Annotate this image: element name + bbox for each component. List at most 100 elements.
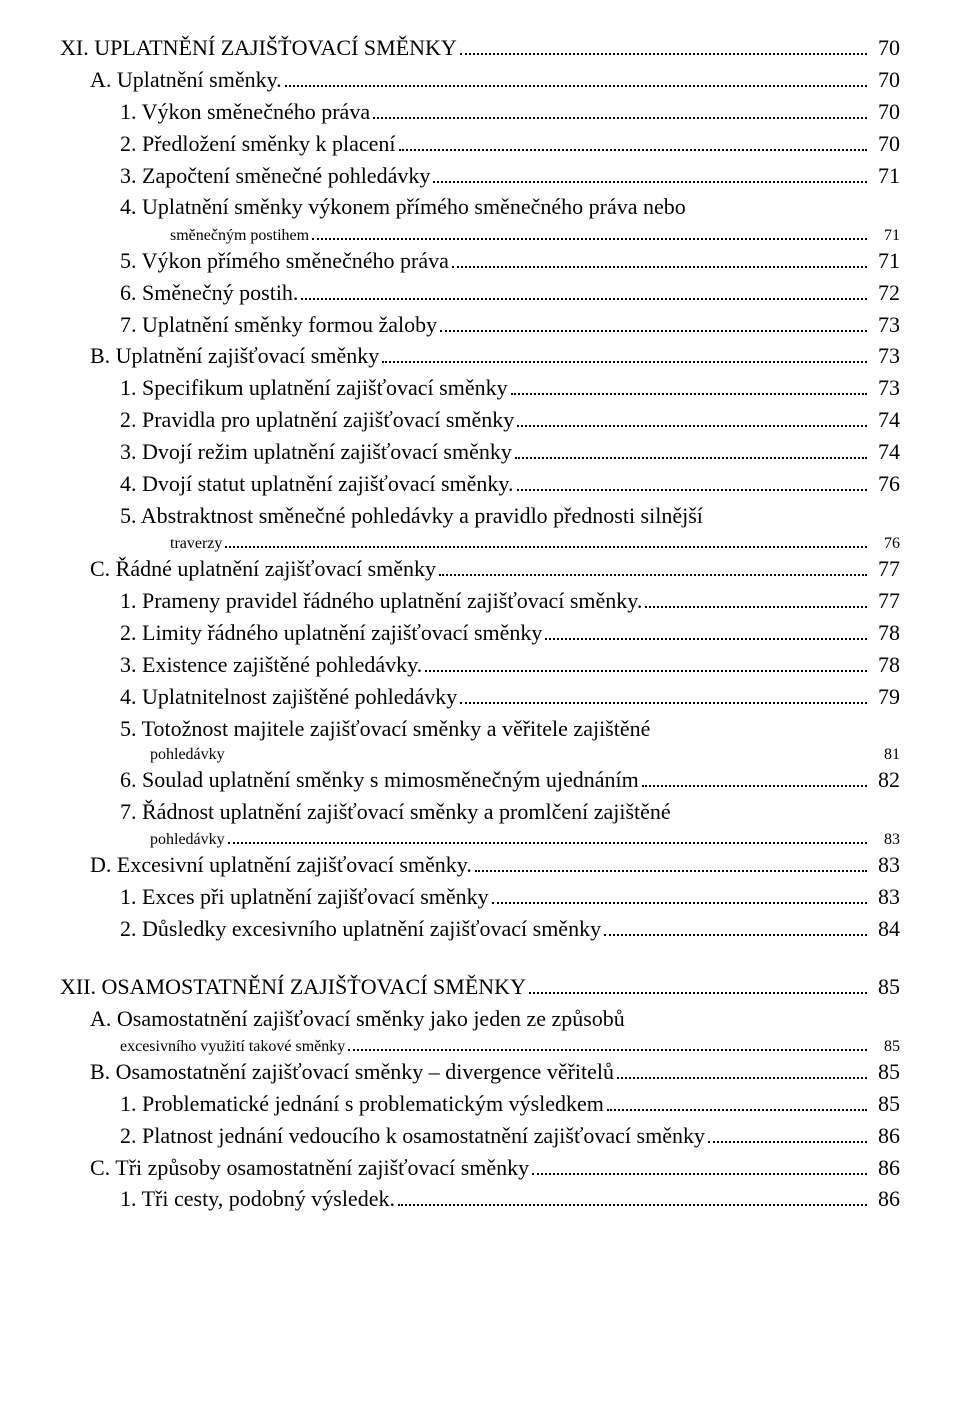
toc-entry-label: 4. Dvojí statut uplatnění zajišťovací sm… bbox=[120, 468, 514, 500]
toc-leader bbox=[225, 532, 867, 548]
toc-entry-page: 74 bbox=[870, 436, 900, 468]
toc-entry-page: 76 bbox=[870, 535, 900, 553]
toc-entry: 6. Soulad uplatnění směnky s mimosměnečn… bbox=[60, 764, 900, 796]
toc-entry: pohledávky83 bbox=[60, 828, 900, 849]
toc-entry: B. Uplatnění zajišťovací směnky73 bbox=[60, 340, 900, 372]
toc-leader bbox=[382, 342, 867, 364]
toc-entry-label: 2. Důsledky excesivního uplatnění zajišť… bbox=[120, 913, 601, 945]
toc-entry-label: 6. Soulad uplatnění směnky s mimosměnečn… bbox=[120, 764, 639, 796]
toc-leader bbox=[373, 97, 867, 119]
toc-leader bbox=[642, 765, 867, 787]
toc-entry-page: 83 bbox=[870, 831, 900, 849]
section-gap bbox=[60, 945, 900, 971]
toc-entry: 1. Tři cesty, podobný výsledek.86 bbox=[60, 1183, 900, 1215]
toc-leader bbox=[607, 1089, 867, 1111]
toc-leader bbox=[645, 586, 867, 608]
toc-leader bbox=[517, 405, 867, 427]
toc-entry: 1. Prameny pravidel řádného uplatnění za… bbox=[60, 585, 900, 617]
toc-leader bbox=[433, 161, 867, 183]
toc-entry-page: 86 bbox=[870, 1120, 900, 1152]
toc-entry-label: C. Řádné uplatnění zajišťovací směnky bbox=[90, 553, 436, 585]
toc-entry: 4. Uplatnitelnost zajištěné pohledávky79 bbox=[60, 681, 900, 713]
toc-entry: 1. Výkon směnečného práva70 bbox=[60, 96, 900, 128]
toc-entry-page: 71 bbox=[870, 160, 900, 192]
toc-entry-label: 1. Exces při uplatnění zajišťovací směnk… bbox=[120, 881, 489, 913]
toc-entry: 7. Uplatnění směnky formou žaloby73 bbox=[60, 309, 900, 341]
toc-entry: traverzy 76 bbox=[60, 532, 900, 553]
toc-entry-label: D. Excesivní uplatnění zajišťovací směnk… bbox=[90, 849, 472, 881]
toc-entry: C. Řádné uplatnění zajišťovací směnky77 bbox=[60, 553, 900, 585]
toc-entry-page: 73 bbox=[870, 372, 900, 404]
toc-entry-label: 5. Výkon přímého směnečného práva bbox=[120, 245, 449, 277]
toc-leader bbox=[475, 850, 867, 872]
toc-leader bbox=[399, 129, 867, 151]
toc-entry-label: traverzy bbox=[170, 535, 222, 553]
toc-leader bbox=[398, 1185, 867, 1207]
toc-entry: 5. Abstraktnost směnečné pohledávky a pr… bbox=[60, 500, 900, 532]
toc-entry: D. Excesivní uplatnění zajišťovací směnk… bbox=[60, 849, 900, 881]
toc-entry-page: 70 bbox=[870, 32, 900, 64]
toc-entry-page: 77 bbox=[870, 585, 900, 617]
toc-entry-page: 85 bbox=[870, 1056, 900, 1088]
toc-entry-label: A. Uplatnění směnky. bbox=[90, 64, 282, 96]
toc-entry: C. Tři způsoby osamostatnění zajišťovací… bbox=[60, 1152, 900, 1184]
toc-entry-page: 85 bbox=[870, 1088, 900, 1120]
toc-entry: 2. Předložení směnky k placení70 bbox=[60, 128, 900, 160]
toc-entry-label: 1. Specifikum uplatnění zajišťovací směn… bbox=[120, 372, 508, 404]
toc-leader bbox=[604, 914, 867, 936]
toc-entry-page: 73 bbox=[870, 340, 900, 372]
toc-leader bbox=[460, 682, 867, 704]
toc-entry: 5. Totožnost majitele zajišťovací směnky… bbox=[60, 713, 900, 745]
toc-entry-label: 1. Problematické jednání s problematický… bbox=[120, 1088, 604, 1120]
toc-entry-page: 71 bbox=[870, 245, 900, 277]
toc-entry: 7. Řádnost uplatnění zajišťovací směnky … bbox=[60, 796, 900, 828]
toc-entry-page: 71 bbox=[870, 227, 900, 245]
toc-entry-label: 2. Limity řádného uplatnění zajišťovací … bbox=[120, 617, 542, 649]
toc-entry-label: 7. Řádnost uplatnění zajišťovací směnky … bbox=[120, 796, 671, 828]
toc-entry: 2. Limity řádného uplatnění zajišťovací … bbox=[60, 617, 900, 649]
toc-entry-page: 86 bbox=[870, 1152, 900, 1184]
toc-entry-page: 85 bbox=[870, 971, 900, 1003]
toc-entry: 1. Specifikum uplatnění zajišťovací směn… bbox=[60, 372, 900, 404]
toc-entry-page: 73 bbox=[870, 309, 900, 341]
toc-entry-page: 70 bbox=[870, 96, 900, 128]
toc-entry-label: 2. Platnost jednání vedoucího k osamosta… bbox=[120, 1120, 705, 1152]
toc-entry: 4. Dvojí statut uplatnění zajišťovací sm… bbox=[60, 468, 900, 500]
toc-entry-label: B. Osamostatnění zajišťovací směnky – di… bbox=[90, 1056, 614, 1088]
toc-entry-label: 1. Prameny pravidel řádného uplatnění za… bbox=[120, 585, 642, 617]
toc-entry-page: 83 bbox=[870, 849, 900, 881]
toc-entry-page: 72 bbox=[870, 277, 900, 309]
toc-leader bbox=[511, 374, 867, 396]
toc-entry: 6. Směnečný postih.72 bbox=[60, 277, 900, 309]
toc-entry-page: 79 bbox=[870, 681, 900, 713]
toc-entry-label: 2. Pravidla pro uplatnění zajišťovací sm… bbox=[120, 404, 514, 436]
toc-leader bbox=[545, 618, 867, 640]
toc-leader bbox=[529, 972, 867, 994]
toc-entry: 3. Započtení směnečné pohledávky71 bbox=[60, 160, 900, 192]
toc-entry: XII. OSAMOSTATNĚNÍ ZAJIŠŤOVACÍ SMĚNKY 85 bbox=[60, 971, 900, 1003]
toc-entry-label: 3. Dvojí režim uplatnění zajišťovací smě… bbox=[120, 436, 512, 468]
toc-entry-label: pohledávky bbox=[150, 746, 225, 764]
toc-entry-page: 85 bbox=[870, 1038, 900, 1056]
toc-entry-label: 5. Totožnost majitele zajišťovací směnky… bbox=[120, 713, 650, 745]
toc-entry: excesivního využití takové směnky85 bbox=[60, 1035, 900, 1056]
toc-entry-label: XII. OSAMOSTATNĚNÍ ZAJIŠŤOVACÍ SMĚNKY bbox=[60, 971, 526, 1003]
toc-entry-label: XI. UPLATNĚNÍ ZAJIŠŤOVACÍ SMĚNKY bbox=[60, 32, 457, 64]
toc-leader bbox=[301, 278, 867, 300]
toc-leader bbox=[515, 437, 867, 459]
toc-entry-label: 4. Uplatnění směnky výkonem přímého směn… bbox=[120, 191, 686, 223]
toc-leader bbox=[617, 1057, 867, 1079]
toc-entry: XI. UPLATNĚNÍ ZAJIŠŤOVACÍ SMĚNKY 70 bbox=[60, 32, 900, 64]
toc-entry-page: 78 bbox=[870, 649, 900, 681]
toc-entry-page: 86 bbox=[870, 1183, 900, 1215]
toc-entry: A. Osamostatnění zajišťovací směnky jako… bbox=[60, 1003, 900, 1035]
toc-entry-page: 82 bbox=[870, 764, 900, 796]
toc-entry: 3. Dvojí režim uplatnění zajišťovací smě… bbox=[60, 436, 900, 468]
toc-leader bbox=[425, 650, 867, 672]
toc-entry-label: C. Tři způsoby osamostatnění zajišťovací… bbox=[90, 1152, 529, 1184]
toc-entry: 3. Existence zajištěné pohledávky.78 bbox=[60, 649, 900, 681]
toc-leader bbox=[228, 828, 867, 844]
toc-entry-label: 2. Předložení směnky k placení bbox=[120, 128, 396, 160]
toc-leader bbox=[348, 1035, 867, 1051]
toc-leader bbox=[517, 469, 867, 491]
